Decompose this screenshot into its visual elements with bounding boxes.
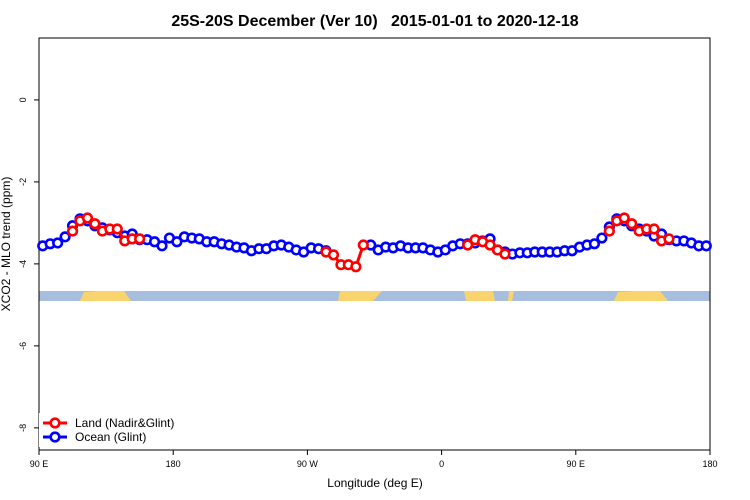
point	[111, 223, 123, 235]
point	[89, 218, 101, 230]
y-tick-label: -8	[18, 424, 28, 432]
y-tick-label: 0	[18, 97, 28, 102]
land-strip	[80, 291, 131, 301]
land-strip	[338, 291, 382, 301]
point	[350, 261, 362, 273]
point	[603, 225, 615, 237]
point	[700, 240, 712, 252]
y-tick-label: -4	[18, 260, 28, 268]
point	[357, 239, 369, 251]
point	[462, 239, 474, 251]
x-tick-label: 180	[166, 459, 181, 469]
x-tick-label: 180	[702, 459, 717, 469]
legend-label: Land (Nadir&Glint)	[75, 416, 174, 430]
y-tick-label: -2	[18, 178, 28, 186]
point	[52, 237, 64, 249]
point	[484, 239, 496, 251]
point	[499, 248, 511, 260]
point	[626, 218, 638, 230]
legend-box	[39, 413, 178, 447]
point	[327, 249, 340, 261]
point	[81, 212, 94, 224]
point	[171, 236, 183, 248]
y-tick-label: -6	[18, 342, 28, 350]
point	[588, 238, 601, 250]
point	[648, 223, 660, 235]
x-tick-label: 90 E	[30, 459, 49, 469]
land-strip	[508, 291, 514, 301]
land-ocean-strip	[39, 291, 710, 301]
point	[156, 240, 168, 252]
x-axis-label: Longitude (deg E)	[327, 476, 422, 490]
x-tick-label: 0	[439, 459, 444, 469]
point	[618, 212, 630, 224]
point	[66, 225, 79, 237]
point	[134, 233, 146, 245]
land-strip	[464, 291, 495, 301]
legend-label: Ocean (Glint)	[75, 430, 146, 444]
point	[596, 232, 608, 244]
point	[59, 231, 71, 243]
chart-title: 25S-20S December (Ver 10) 2015-01-01 to …	[171, 13, 578, 30]
legend-marker	[49, 431, 61, 443]
x-tick-label: 90 E	[567, 459, 586, 469]
x-tick-label: 90 W	[297, 459, 319, 469]
land-strip	[614, 291, 668, 301]
y-axis-label: XCO2 - MLO trend (ppm)	[0, 177, 13, 312]
legend-marker	[49, 417, 61, 429]
point	[663, 233, 675, 245]
